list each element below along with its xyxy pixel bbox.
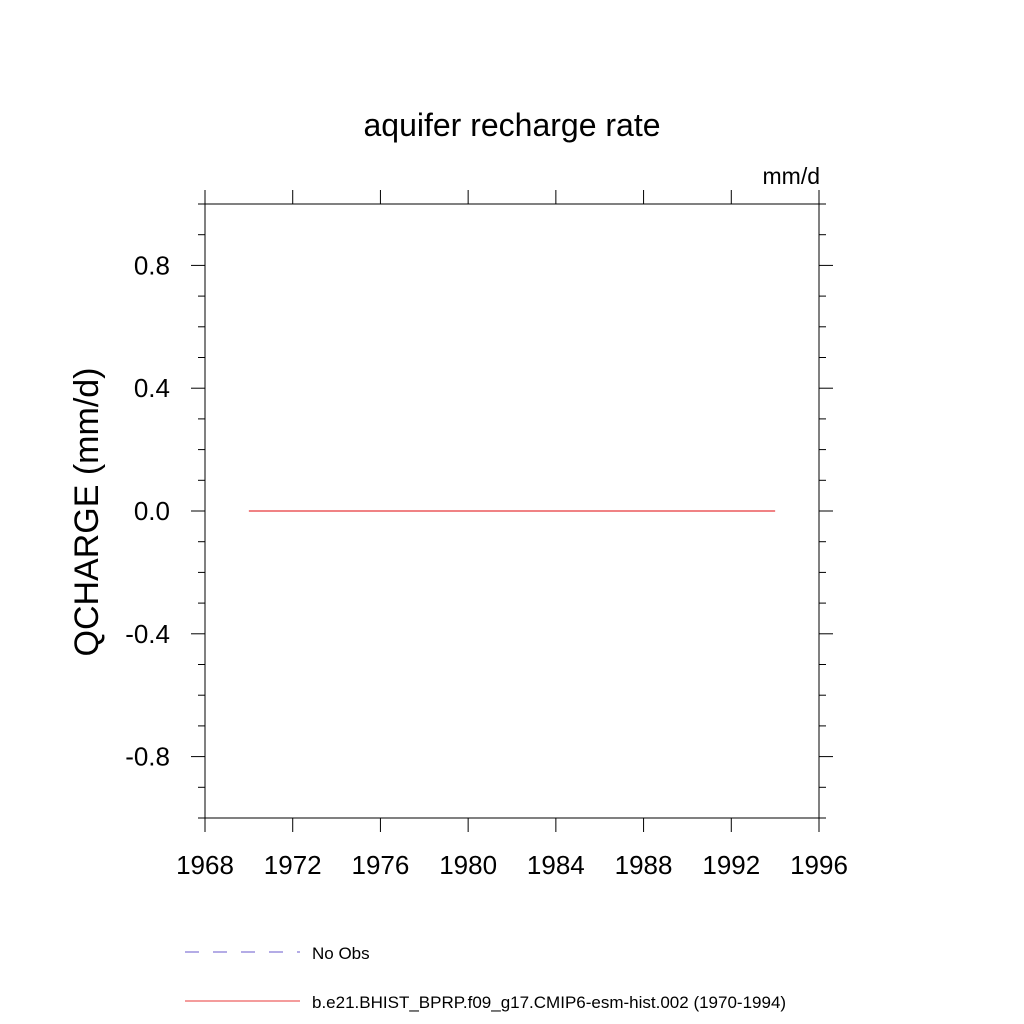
legend: No Obs b.e21.BHIST_BPRP.f09_g17.CMIP6-esm… xyxy=(185,944,786,1012)
y-tick-label: 0.8 xyxy=(134,250,170,280)
legend-label-0: No Obs xyxy=(312,944,370,963)
x-tick-label: 1992 xyxy=(702,850,760,880)
chart-title: aquifer recharge rate xyxy=(363,107,660,143)
x-tick-label: 1996 xyxy=(790,850,848,880)
y-axis-label: QCHARGE (mm/d) xyxy=(68,368,106,657)
x-tick-label: 1976 xyxy=(352,850,410,880)
units-label: mm/d xyxy=(763,163,821,189)
y-tick-label: -0.4 xyxy=(125,619,170,649)
x-tick-label: 1972 xyxy=(264,850,322,880)
x-tick-label: 1984 xyxy=(527,850,585,880)
legend-label-1: b.e21.BHIST_BPRP.f09_g17.CMIP6-esm-hist.… xyxy=(312,993,786,1012)
y-tick-label: -0.8 xyxy=(125,742,170,772)
y-tick-label: 0.4 xyxy=(134,373,170,403)
x-tick-label: 1968 xyxy=(176,850,234,880)
axis-tick-labels: 1968 1972 1976 1980 1984 1988 1992 1996 -0.8 -0.4… xyxy=(125,250,848,880)
y-tick-label: 0.0 xyxy=(134,496,170,526)
x-tick-label: 1988 xyxy=(615,850,673,880)
axis-ticks xyxy=(191,190,833,832)
x-tick-label: 1980 xyxy=(439,850,497,880)
